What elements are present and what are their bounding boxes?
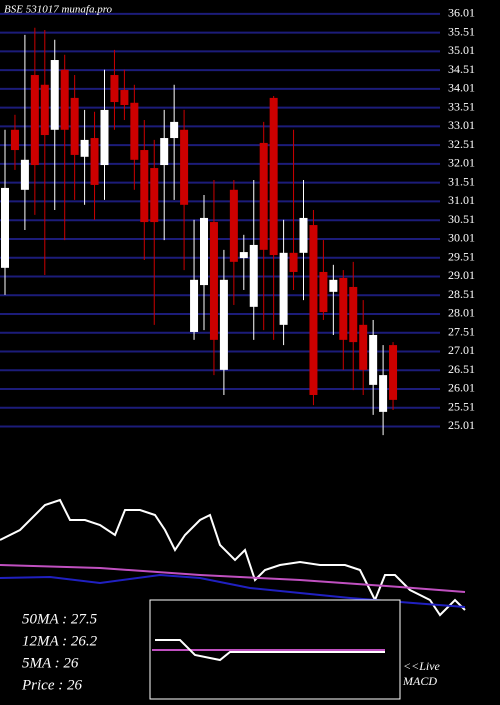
candle-body: [40, 84, 49, 136]
candle-body: [349, 286, 358, 343]
candle-body: [359, 324, 368, 370]
candle-body: [369, 334, 378, 385]
candle-body: [229, 189, 238, 262]
candle-body: [190, 279, 199, 332]
candle-body: [10, 129, 19, 151]
candle-body: [120, 90, 129, 106]
y-tick-label: 36.01: [448, 6, 475, 20]
candle-body: [180, 129, 189, 205]
y-tick-label: 27.51: [448, 324, 475, 338]
candle-body: [289, 252, 298, 272]
candle-body: [160, 138, 169, 166]
y-tick-label: 30.51: [448, 212, 475, 226]
macd-line: [155, 639, 385, 662]
candle-body: [60, 69, 69, 130]
candle-body: [1, 187, 9, 268]
info-label: 50MA : 27.5: [22, 611, 98, 627]
y-tick-label: 29.51: [448, 249, 475, 263]
y-tick-label: 30.01: [448, 231, 475, 245]
chart-title: BSE 531017 munafa.pro: [4, 4, 113, 16]
candle-body: [50, 60, 59, 130]
candle-body: [379, 375, 388, 412]
candle-body: [329, 279, 338, 292]
candle-body: [20, 159, 29, 190]
candle-body: [70, 97, 79, 155]
candle-body: [339, 277, 348, 340]
y-tick-label: 26.51: [448, 362, 475, 376]
candle-body: [200, 217, 208, 286]
info-label: Price : 26: [21, 677, 82, 693]
y-tick-label: 33.01: [448, 118, 475, 132]
macd-label: <<Live: [403, 659, 441, 673]
candle-body: [130, 102, 139, 160]
y-tick-label: 31.01: [448, 193, 475, 207]
candle-body: [239, 252, 248, 259]
y-tick-label: 34.51: [448, 62, 475, 76]
candle-body: [170, 121, 179, 139]
y-tick-label: 25.01: [448, 418, 475, 432]
candle-body: [389, 345, 398, 400]
candle-body: [100, 109, 109, 166]
candle-body: [90, 138, 99, 185]
y-tick-label: 28.01: [448, 306, 475, 320]
candle-body: [259, 142, 268, 250]
y-tick-label: 34.01: [448, 81, 475, 95]
y-tick-label: 33.51: [448, 99, 475, 113]
y-tick-label: 28.51: [448, 287, 475, 301]
y-tick-label: 29.01: [448, 268, 475, 282]
candle-body: [269, 97, 278, 256]
ma-line: [0, 564, 466, 593]
info-label: 12MA : 26.2: [22, 633, 98, 649]
candle-body: [150, 168, 159, 223]
info-label: 5MA : 26: [22, 655, 79, 671]
candle-body: [30, 75, 39, 166]
y-tick-label: 31.51: [448, 174, 475, 188]
candle-body: [140, 150, 149, 223]
y-tick-label: 32.51: [448, 137, 475, 151]
y-tick-label: 25.51: [448, 399, 475, 413]
price-line: [0, 498, 466, 617]
candle-body: [110, 75, 119, 103]
candle-body: [309, 225, 318, 395]
candle-body: [209, 222, 218, 340]
indicator-panel: [0, 498, 466, 700]
y-tick-label: 26.01: [448, 381, 475, 395]
candle-body: [299, 217, 308, 253]
candle-body: [219, 279, 228, 370]
candle-body: [319, 271, 328, 313]
candle-body: [249, 244, 258, 307]
candle-body: [279, 252, 288, 325]
candle-body: [80, 139, 89, 157]
macd-label: MACD: [402, 674, 437, 688]
y-tick-label: 35.01: [448, 43, 475, 57]
y-tick-label: 27.01: [448, 343, 475, 357]
y-tick-label: 35.51: [448, 24, 475, 38]
y-tick-label: 32.01: [448, 156, 475, 170]
